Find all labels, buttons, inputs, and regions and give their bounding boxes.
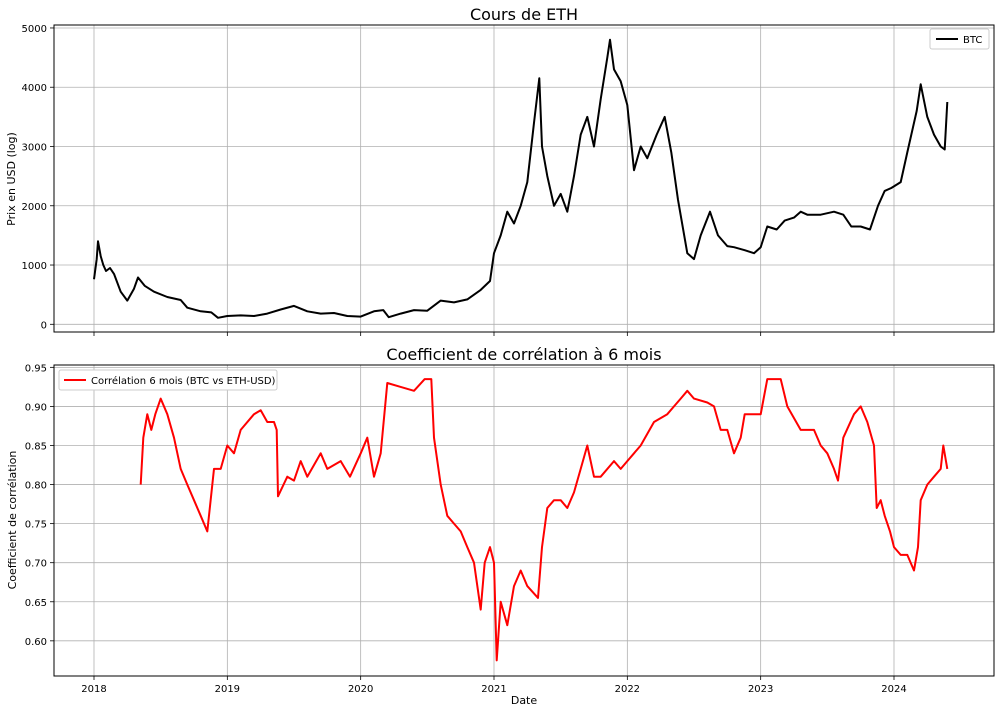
y-tick-label: 0	[41, 320, 47, 331]
x-tick-label: 2019	[215, 684, 240, 695]
price-chart-title: Cours de ETH	[470, 5, 578, 24]
y-tick-label: 0.60	[25, 637, 47, 648]
y-tick-label: 1000	[22, 261, 47, 272]
price-series-line	[93, 38, 949, 319]
price-legend: BTC	[929, 28, 990, 50]
y-tick-label: 0.80	[25, 481, 47, 492]
price-plot-frame	[53, 24, 995, 333]
y-tick-label: 0.75	[25, 520, 47, 531]
y-tick-label: 4000	[22, 83, 47, 94]
price-grid	[54, 25, 994, 332]
y-tick-label: 0.85	[25, 441, 47, 452]
correlation-axis-ticks: 0.60 0.65 0.70 0.75 0.80 0.85 0.90 0.95 2018 2019…	[25, 363, 907, 695]
y-tick-label: 0.70	[25, 559, 47, 570]
y-tick-label: 5000	[22, 24, 47, 35]
price-legend-box	[929, 28, 990, 50]
correlation-chart-title: Coefficient de corrélation à 6 mois	[386, 345, 661, 364]
correlation-grid	[54, 365, 994, 676]
correlation-series-layer	[139, 378, 949, 662]
y-tick-label: 0.95	[25, 363, 47, 374]
correlation-y-axis-label: Coefficient de corrélation	[6, 451, 19, 590]
x-tick-label: 2024	[881, 684, 906, 695]
x-tick-label: 2022	[615, 684, 640, 695]
y-tick-label: 0.65	[25, 598, 47, 609]
correlation-plot-frame	[53, 364, 995, 677]
x-tick-label: 2021	[481, 684, 506, 695]
y-tick-label: 2000	[22, 202, 47, 213]
price-axis-ticks: 0 1000 2000 3000 4000 5000	[22, 24, 895, 336]
correlation-legend-label: Corrélation 6 mois (BTC vs ETH-USD)	[91, 375, 276, 387]
correlation-legend-box	[58, 369, 278, 391]
x-axis-label: Date	[511, 694, 538, 707]
correlation-subplot: Coefficient de corrélation à 6 mois 0.60…	[6, 345, 995, 707]
x-tick-label: 2018	[81, 684, 106, 695]
price-y-axis-label: Prix en USD (log)	[5, 132, 18, 226]
price-subplot: Cours de ETH 0 1000 2000 3000 4000 5000 Prix …	[5, 5, 995, 336]
correlation-legend: Corrélation 6 mois (BTC vs ETH-USD)	[58, 369, 278, 391]
x-tick-label: 2023	[748, 684, 773, 695]
y-tick-label: 0.90	[25, 402, 47, 413]
x-tick-label: 2020	[348, 684, 373, 695]
price-legend-label: BTC	[963, 35, 982, 46]
y-tick-label: 3000	[22, 142, 47, 153]
correlation-series-line	[139, 378, 949, 662]
price-series-layer	[93, 38, 949, 319]
